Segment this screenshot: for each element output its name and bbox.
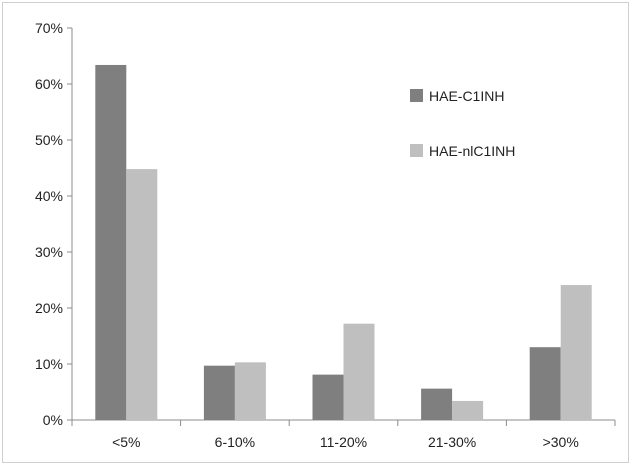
legend-swatch (410, 144, 423, 157)
y-tick-label: 70% (35, 20, 63, 36)
bar-series-1 (95, 64, 127, 421)
y-tick-label: 0% (43, 412, 63, 428)
x-axis: <5% 6-10% 11-20% 21-30% >30% (71, 419, 616, 450)
legend: HAE-C1INH HAE-nlC1INH (410, 88, 515, 159)
y-tick-label: 10% (35, 356, 63, 372)
legend-label: HAE-C1INH (429, 88, 504, 104)
bar-series-1 (312, 374, 344, 420)
bar-series-2 (343, 323, 375, 420)
bar-series-1 (421, 388, 453, 420)
bar-series-2 (560, 285, 592, 420)
bar-series-2 (234, 362, 266, 420)
x-tick-label: 11-20% (320, 434, 367, 450)
bar-series-1 (529, 347, 561, 420)
y-tick-label: 20% (35, 300, 63, 316)
bar-series-2 (452, 400, 484, 420)
y-tick-label: 60% (35, 76, 63, 92)
legend-swatch (410, 89, 423, 102)
bars (95, 64, 592, 421)
bar-series-1 (203, 365, 235, 420)
y-tick-label: 50% (35, 132, 63, 148)
y-tick-label: 40% (35, 188, 63, 204)
legend-label: HAE-nlC1INH (429, 143, 515, 159)
x-tick-label: 6-10% (215, 434, 255, 450)
y-axis: 0% 10% 20% 30% 40% 50% 60% 70% (35, 20, 73, 428)
x-tick-label: 21-30% (428, 434, 476, 450)
y-tick-label: 30% (35, 244, 63, 260)
x-tick-label: >30% (543, 434, 579, 450)
bar-series-2 (126, 169, 158, 420)
x-tick-label: <5% (112, 434, 140, 450)
